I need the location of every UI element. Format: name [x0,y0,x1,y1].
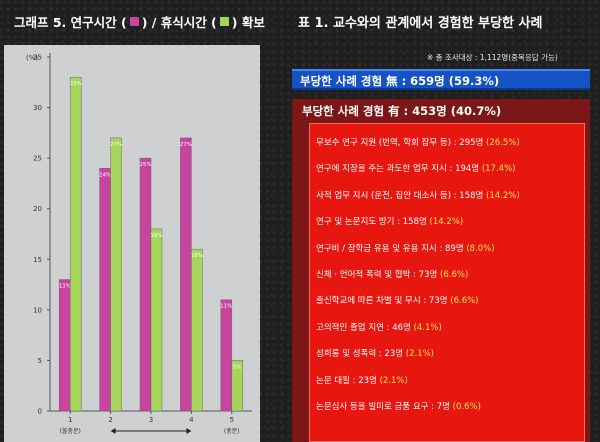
case-item-percent: (14.2%) [429,217,464,228]
y-tick-label: 5 [38,357,42,365]
case-item: 사적 업무 지시 (운전, 집안 대소사 등) : 158명 (14.2%) [316,189,520,201]
case-item: 연구 및 논문지도 방기 : 158명 (14.2%) [316,215,463,227]
case-item-text: 신체 · 언어적 폭력 및 협박 : 73명 [316,270,438,280]
bar-value-label: 13% [59,284,71,290]
y-tick-label: 10 [33,306,42,314]
bar-research [180,137,192,412]
case-item-text: 연구 및 논문지도 방기 : 158명 [316,217,427,228]
chart-title: 그래프 5. 연구시간 ( ) / 휴식시간 ( ) 확보 [14,12,265,31]
x-tick-label: 2 [108,416,112,424]
case-item: 무보수 연구 지원 (번역, 학회 잡무 등) : 295명 (26.5%) [316,136,520,148]
case-item-percent: (2.1%) [379,375,408,386]
case-item-percent: (26.5%) [486,138,520,148]
case-item: 출신학교에 따른 차별 및 무시 : 73명 (6.6%) [316,294,479,306]
case-item-percent: (6.6%) [440,270,469,280]
case-item-percent: (14.2%) [486,190,520,201]
case-item: 신체 · 언어적 폭력 및 협박 : 73명 (6.6%) [316,268,468,280]
bar-value-label: 25% [139,162,151,168]
bar-value-label: 11% [220,304,232,310]
case-item-text: 논문심사 등을 빌미로 금품 요구 : 7명 [316,402,450,412]
case-item-text: 연구비 / 장학금 유용 및 유용 지시 : 89명 [316,243,464,254]
x-tick-label: 4 [189,416,194,424]
y-tick-label: 30 [33,104,42,112]
y-axis-label: (%) [26,54,38,62]
case-item-text: 연구에 지장을 주는 과도한 업무 지시 : 194명 [316,164,480,175]
case-item-percent: (6.6%) [450,296,479,307]
case-item-text: 성희롱 및 성폭력 : 23명 [316,349,404,360]
bar-rest [69,76,82,412]
scale-arrow-left-head [110,428,116,434]
case-item-percent: (8.0%) [466,243,495,254]
case-item: 연구비 / 장학금 유용 및 유용 지시 : 89명 (8.0%) [316,242,495,254]
chart-title-mid: ) / 휴식시간 ( [141,15,217,30]
case-item: 논문심사 등을 빌미로 금품 요구 : 7명 (0.6%) [316,400,481,412]
bar-value-label: 27% [110,142,122,148]
case-item: 논문 대필 : 23명 (2.1%) [316,374,408,386]
table-title: 표 1. 교수와의 관계에서 경험한 부당한 사례 [298,16,543,31]
case-item-percent: (0.6%) [452,402,481,412]
bar-value-label: 24% [99,172,111,178]
bar-rest [110,137,122,412]
legend-swatch-research [129,17,139,26]
y-tick-label: 35 [33,54,42,62]
x-tick-label: 5 [230,416,234,424]
chart-panel: (%) 0 5 10 15 20 25 30 35 13% 33% 1 (불충분) 24% 27% 2 25% 1… [4,45,260,442]
table-note: ※ 총 조사대상 : 1,112명(중복응답 가능) [427,53,558,62]
bar-research [139,157,152,412]
bar-value-label: 5% [233,364,242,370]
x-tick-label: 3 [149,416,153,424]
bar-chart: (%)0510152025303513%33%1(불충분)24%27%225%1… [26,53,252,435]
case-item-percent: (4.1%) [413,322,442,333]
chart-title-prefix: 그래프 5. 연구시간 ( [14,15,127,30]
x-tick-sublabel: (충분) [224,427,240,435]
case-item-text: 고의적인 졸업 지연 : 46명 [316,322,411,333]
case-item: 성희롱 및 성폭력 : 23명 (2.1%) [316,347,434,359]
bar-value-label: 18% [150,233,162,239]
case-item-percent: (17.4%) [481,164,516,175]
bar-research [58,279,71,412]
y-tick-label: 15 [33,256,42,264]
case-item-text: 논문 대필 : 23명 [316,375,377,386]
bar-rest [191,248,203,412]
chart-title-suffix: ) 확보 [231,15,265,30]
legend-swatch-rest [219,17,229,26]
bar-research [99,168,111,412]
case-item-percent: (2.1%) [405,349,434,360]
y-tick-label: 0 [38,408,42,416]
bar-rest [231,360,244,412]
bar-research [220,299,233,412]
case-list: 무보수 연구 지원 (번역, 학회 잡무 등) : 295명 (26.5%) 연구… [309,123,585,442]
case-item-text: 출신학교에 따른 차별 및 무시 : 73명 [316,296,448,307]
bar-rest [150,228,163,412]
bar-value-label: 27% [180,142,192,148]
case-item-text: 무보수 연구 지원 (번역, 학회 잡무 등) : 295명 [316,138,484,148]
y-tick-label: 20 [33,205,42,213]
case-item: 고의적인 졸업 지연 : 46명 (4.1%) [316,321,442,333]
y-tick-label: 25 [33,155,42,163]
x-tick-label: 1 [68,416,72,424]
has-experience-title: 부당한 사례 경험 有 : 453명 (40.7%) [302,104,502,118]
case-item: 연구에 지장을 주는 과도한 업무 지시 : 194명 (17.4%) [316,162,515,174]
case-item-text: 사적 업무 지시 (운전, 집안 대소사 등) : 158명 [316,190,484,201]
bar-value-label: 33% [70,81,82,87]
x-tick-sublabel: (불충분) [60,427,81,435]
no-experience-box: 부당한 사례 경험 無 : 659명 (59.3%) [292,69,590,90]
scale-arrow-right-head [186,428,192,434]
bar-value-label: 16% [191,253,203,259]
